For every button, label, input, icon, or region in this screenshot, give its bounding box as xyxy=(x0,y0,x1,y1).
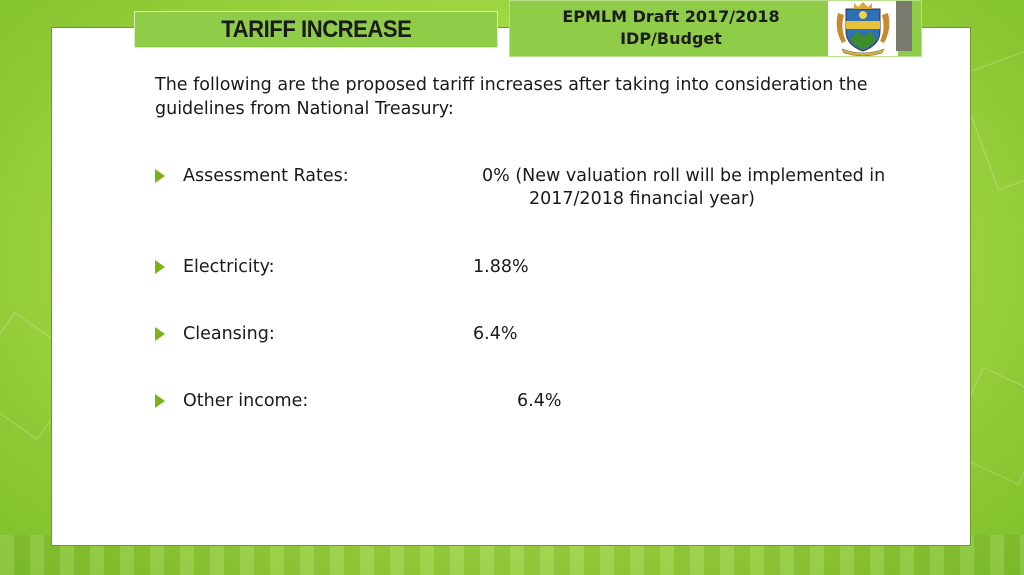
item-value: 1.88% xyxy=(473,257,529,277)
item-label: Other income: xyxy=(183,391,309,411)
triangle-right-icon xyxy=(155,327,165,341)
slide-title-box: TARIFF INCREASE xyxy=(134,11,498,48)
triangle-right-icon xyxy=(155,169,165,183)
header-banner: EPMLM Draft 2017/2018 IDP/Budget xyxy=(509,0,922,57)
header-side-bar xyxy=(896,1,912,51)
header-text-block: EPMLM Draft 2017/2018 IDP/Budget xyxy=(514,3,828,53)
header-line-1: EPMLM Draft 2017/2018 xyxy=(562,7,780,26)
item-value: 6.4% xyxy=(473,324,518,344)
item-label: Assessment Rates: xyxy=(183,166,349,186)
municipal-logo-icon xyxy=(828,1,898,57)
header-line-2: IDP/Budget xyxy=(620,29,722,48)
triangle-right-icon xyxy=(155,394,165,408)
item-value-continued: 2017/2018 financial year) xyxy=(529,189,755,209)
item-value: 0% (New valuation roll will be implement… xyxy=(482,166,886,186)
content-panel xyxy=(51,27,971,546)
intro-text-block: The following are the proposed tariff in… xyxy=(155,74,915,121)
item-label: Electricity: xyxy=(183,257,275,277)
slide-title: TARIFF INCREASE xyxy=(220,15,412,43)
item-value: 6.4% xyxy=(517,391,562,411)
triangle-right-icon xyxy=(155,260,165,274)
intro-paragraph: The following are the proposed tariff in… xyxy=(155,75,868,119)
item-label: Cleansing: xyxy=(183,324,275,344)
